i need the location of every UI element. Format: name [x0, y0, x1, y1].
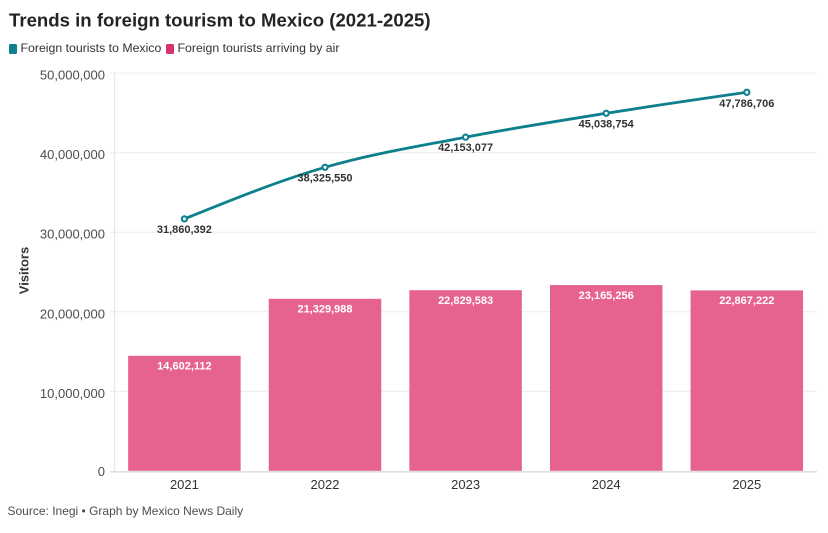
svg-text:21,329,988: 21,329,988	[297, 304, 352, 316]
svg-text:0: 0	[98, 464, 105, 479]
svg-text:40,000,000: 40,000,000	[40, 147, 105, 162]
svg-text:2021: 2021	[170, 477, 199, 492]
svg-text:2025: 2025	[732, 477, 761, 492]
svg-text:10,000,000: 10,000,000	[40, 386, 105, 401]
svg-text:14,602,112: 14,602,112	[157, 361, 211, 373]
svg-text:42,153,077: 42,153,077	[438, 142, 493, 154]
svg-text:22,829,583: 22,829,583	[438, 295, 493, 307]
svg-text:Foreign tourists to Mexico: Foreign tourists to Mexico	[21, 41, 162, 55]
svg-text:2022: 2022	[311, 477, 340, 492]
svg-text:Source: Inegi • Graph by Mexic: Source: Inegi • Graph by Mexico News Dai…	[8, 504, 244, 518]
svg-text:38,325,550: 38,325,550	[297, 172, 352, 184]
svg-text:23,165,256: 23,165,256	[579, 290, 634, 302]
svg-text:22,867,222: 22,867,222	[719, 295, 774, 307]
svg-text:50,000,000: 50,000,000	[40, 68, 105, 83]
svg-text:47,786,706: 47,786,706	[719, 98, 774, 110]
svg-text:Visitors: Visitors	[16, 247, 31, 294]
svg-text:30,000,000: 30,000,000	[40, 227, 105, 242]
svg-text:Foreign tourists arriving by a: Foreign tourists arriving by air	[178, 41, 340, 55]
svg-text:2023: 2023	[451, 477, 480, 492]
svg-text:31,860,392: 31,860,392	[157, 224, 212, 236]
svg-text:20,000,000: 20,000,000	[40, 306, 105, 321]
svg-text:Trends in foreign tourism to M: Trends in foreign tourism to Mexico (202…	[9, 10, 431, 31]
svg-text:2024: 2024	[592, 477, 621, 492]
svg-text:45,038,754: 45,038,754	[579, 119, 635, 131]
